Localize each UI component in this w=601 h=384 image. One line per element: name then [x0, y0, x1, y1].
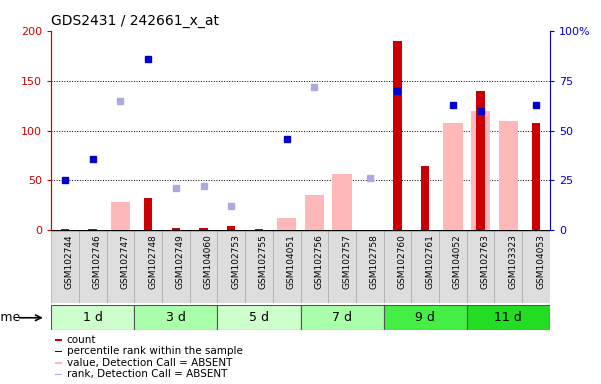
- Bar: [218, 305, 300, 330]
- Text: 7 d: 7 d: [332, 311, 352, 324]
- Bar: [245, 230, 273, 303]
- Text: GSM102756: GSM102756: [314, 234, 323, 289]
- Bar: [172, 228, 180, 230]
- Bar: [218, 230, 245, 303]
- Bar: [200, 228, 208, 230]
- Bar: [443, 122, 463, 230]
- Bar: [61, 229, 69, 230]
- Text: GSM102748: GSM102748: [148, 234, 157, 289]
- Bar: [134, 230, 162, 303]
- Text: percentile rank within the sample: percentile rank within the sample: [67, 346, 242, 356]
- Text: value, Detection Call = ABSENT: value, Detection Call = ABSENT: [67, 358, 232, 368]
- Text: GSM102744: GSM102744: [65, 234, 74, 289]
- Bar: [88, 229, 97, 230]
- Bar: [162, 230, 190, 303]
- Bar: [356, 230, 383, 303]
- Bar: [144, 199, 152, 230]
- Bar: [499, 121, 518, 230]
- Text: count: count: [67, 335, 96, 345]
- Text: GSM102758: GSM102758: [370, 234, 379, 289]
- Bar: [300, 305, 383, 330]
- Bar: [467, 305, 550, 330]
- Bar: [277, 218, 296, 230]
- Bar: [51, 305, 134, 330]
- Bar: [55, 374, 62, 375]
- Text: GSM104052: GSM104052: [453, 234, 462, 289]
- Bar: [467, 230, 495, 303]
- Bar: [55, 351, 62, 352]
- Text: GSM102753: GSM102753: [231, 234, 240, 289]
- Text: GSM102763: GSM102763: [481, 234, 490, 289]
- Bar: [111, 202, 130, 230]
- Bar: [421, 166, 429, 230]
- Text: 3 d: 3 d: [166, 311, 186, 324]
- Text: GSM102761: GSM102761: [426, 234, 434, 289]
- Bar: [255, 229, 263, 230]
- Text: GSM102747: GSM102747: [120, 234, 129, 289]
- Bar: [471, 111, 490, 230]
- Bar: [134, 305, 218, 330]
- Text: time: time: [0, 311, 22, 324]
- Bar: [393, 41, 401, 230]
- Text: GDS2431 / 242661_x_at: GDS2431 / 242661_x_at: [51, 14, 219, 28]
- Text: GSM102749: GSM102749: [176, 234, 185, 289]
- Text: GSM104053: GSM104053: [536, 234, 545, 289]
- Text: 11 d: 11 d: [495, 311, 522, 324]
- Text: rank, Detection Call = ABSENT: rank, Detection Call = ABSENT: [67, 369, 227, 379]
- Bar: [51, 230, 79, 303]
- Bar: [328, 230, 356, 303]
- Text: 5 d: 5 d: [249, 311, 269, 324]
- Text: GSM103323: GSM103323: [508, 234, 517, 289]
- Bar: [522, 230, 550, 303]
- Bar: [383, 230, 411, 303]
- Bar: [106, 230, 134, 303]
- Bar: [300, 230, 328, 303]
- Bar: [79, 230, 106, 303]
- Text: GSM104051: GSM104051: [287, 234, 296, 289]
- Bar: [55, 362, 62, 364]
- Text: GSM102746: GSM102746: [93, 234, 102, 289]
- Bar: [332, 174, 352, 230]
- Text: GSM102755: GSM102755: [259, 234, 268, 289]
- Bar: [273, 230, 300, 303]
- Bar: [305, 195, 324, 230]
- Bar: [411, 230, 439, 303]
- Bar: [383, 305, 467, 330]
- Text: GSM102760: GSM102760: [397, 234, 406, 289]
- Text: 9 d: 9 d: [415, 311, 435, 324]
- Bar: [227, 227, 236, 230]
- Bar: [532, 122, 540, 230]
- Bar: [55, 339, 62, 341]
- Bar: [439, 230, 467, 303]
- Text: GSM102757: GSM102757: [342, 234, 351, 289]
- Bar: [495, 230, 522, 303]
- Text: GSM104060: GSM104060: [204, 234, 213, 289]
- Text: 1 d: 1 d: [83, 311, 103, 324]
- Bar: [477, 91, 485, 230]
- Bar: [190, 230, 218, 303]
